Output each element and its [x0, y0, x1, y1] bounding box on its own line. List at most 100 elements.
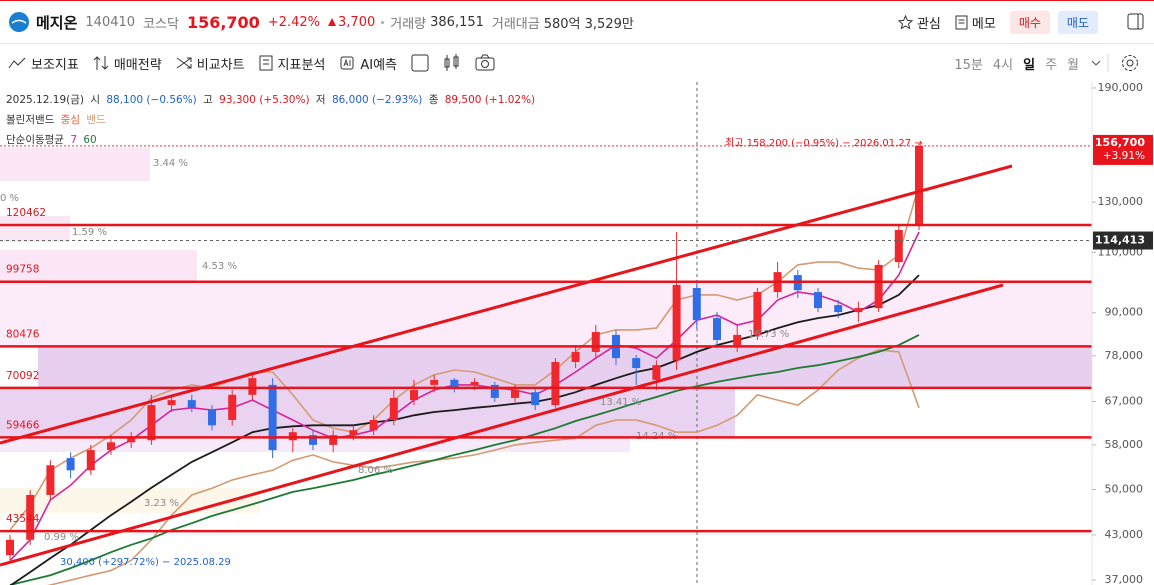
candle-body [389, 397, 398, 420]
period-button[interactable]: 주 [1045, 57, 1058, 73]
header-actions: 관심 메모 매수 매도 [897, 10, 1154, 34]
ma-legend: 단순이동평균 7 60 [6, 130, 538, 150]
legend-entry: 60 [83, 134, 97, 146]
candle-body [551, 361, 560, 406]
settings-icon[interactable] [1120, 53, 1140, 73]
chart-info: 2025.12.19(금) 시 88,100 (−0.56%) 고 93,300… [6, 90, 538, 150]
change-pct: +2.42% [267, 14, 321, 30]
channel-upper [0, 164, 1013, 445]
crosshair-label: 114,413 [1095, 234, 1145, 247]
square-tool[interactable] [411, 54, 429, 72]
profile-label: 16.73 % [748, 329, 789, 340]
candle-body [672, 284, 681, 361]
y-tick-label: 50,000 [1105, 483, 1144, 496]
candle-body [430, 379, 439, 385]
tool-button[interactable]: 매매전략 [93, 54, 162, 73]
series-layer [6, 143, 923, 585]
level-label: 99758 [6, 264, 39, 276]
sell-button[interactable]: 매도 [1057, 10, 1098, 34]
candle-body [692, 288, 701, 321]
candle-body [228, 394, 237, 420]
change: 3,700 [338, 14, 376, 30]
dropdown-icon[interactable] [1088, 54, 1110, 72]
low-note: 30,400 (+297.72%) − 2025.08.29 [60, 557, 231, 568]
candle-body [713, 318, 721, 340]
period-button[interactable]: 15분 [954, 57, 983, 73]
tool-button[interactable]: 보조지표 [8, 54, 79, 73]
buy-button[interactable]: 매수 [1009, 10, 1050, 34]
tool-icon [176, 57, 192, 69]
candle-body [470, 381, 479, 385]
amount-label: 거래대금 [491, 16, 540, 32]
memo-label: 메모 [971, 16, 996, 32]
ma-line [9, 334, 920, 585]
open-label: 시 [90, 94, 100, 106]
legend-entry: 7 [70, 134, 77, 146]
tool-icon [8, 57, 26, 69]
camera-tool[interactable] [475, 54, 495, 72]
watch-button[interactable]: 관심 [897, 13, 941, 32]
tool-icon [93, 56, 109, 70]
period-button[interactable]: 월 [1067, 57, 1079, 73]
period-button[interactable]: 일 [1023, 57, 1036, 73]
tool-button[interactable]: AI예측 [339, 54, 397, 73]
y-tick-label: 78,000 [1105, 349, 1144, 362]
close-label: 종 [428, 94, 439, 106]
candle-body [733, 334, 742, 346]
up-icon [328, 18, 337, 26]
stock-name: 메지온 [36, 13, 78, 32]
candle-body [329, 435, 338, 445]
profile-box [0, 216, 70, 242]
profile-label: 0 % [0, 193, 19, 204]
candle-body [511, 390, 519, 398]
candle-body [591, 332, 600, 352]
bollinger-legend: 볼린저밴드 중심 밴드 [6, 110, 538, 130]
profile-box [0, 148, 150, 181]
y-tick-label: 43,000 [1105, 528, 1144, 541]
y-tick-label: 130,000 [1098, 195, 1144, 208]
tool-icon [259, 55, 273, 71]
overlay-layer: 120462 99758 80476 70092 59466 43544 [0, 145, 1092, 533]
candle-body [369, 419, 378, 431]
candle-body [248, 378, 257, 395]
tool-icon [340, 56, 354, 70]
bollinger-upper [9, 184, 920, 531]
panel-toggle[interactable] [1114, 12, 1154, 32]
candle-body [167, 400, 176, 406]
profile-label: 1.59 % [72, 227, 107, 238]
candle-body [46, 465, 55, 495]
candle-body [450, 379, 459, 388]
level-label: 59466 [6, 419, 40, 431]
tool-button[interactable]: 비교차트 [176, 54, 245, 73]
candle-body [894, 229, 903, 263]
price: 156,700 [186, 12, 260, 32]
low-label: 저 [315, 94, 326, 106]
candle-tool[interactable] [443, 54, 461, 72]
candle-body [874, 264, 883, 309]
high-note: 최고 158,200 (−0.95%) − 2026.01.27 → [725, 137, 923, 149]
candle-body [349, 430, 358, 436]
memo-button[interactable]: 메모 [955, 13, 996, 32]
candle-body [632, 358, 641, 368]
market: 코스닥 [143, 16, 179, 32]
profile-box [0, 488, 260, 513]
period-button[interactable]: 4시 [992, 57, 1014, 73]
bollinger-lower [47, 349, 920, 585]
candle-body [127, 438, 136, 443]
y-tick-label: 37,000 [1105, 573, 1144, 585]
y-tick-label: 190,000 [1098, 81, 1144, 94]
amount: 580억 3,529만 [543, 16, 634, 32]
level-label: 43544 [6, 513, 40, 525]
tool-button[interactable]: 지표분석 [259, 54, 325, 73]
channel-lower [0, 283, 1004, 567]
candle-body [26, 494, 35, 540]
level-label: 120462 [6, 207, 46, 219]
legend-title: 볼린저밴드 [6, 114, 55, 126]
date: 2025.12.19(금) [6, 94, 84, 106]
candle-body [410, 390, 418, 401]
candle-body [208, 410, 216, 426]
close: 89,500 (+1.02%) [444, 94, 536, 106]
high: 93,300 (+5.30%) [219, 94, 310, 106]
